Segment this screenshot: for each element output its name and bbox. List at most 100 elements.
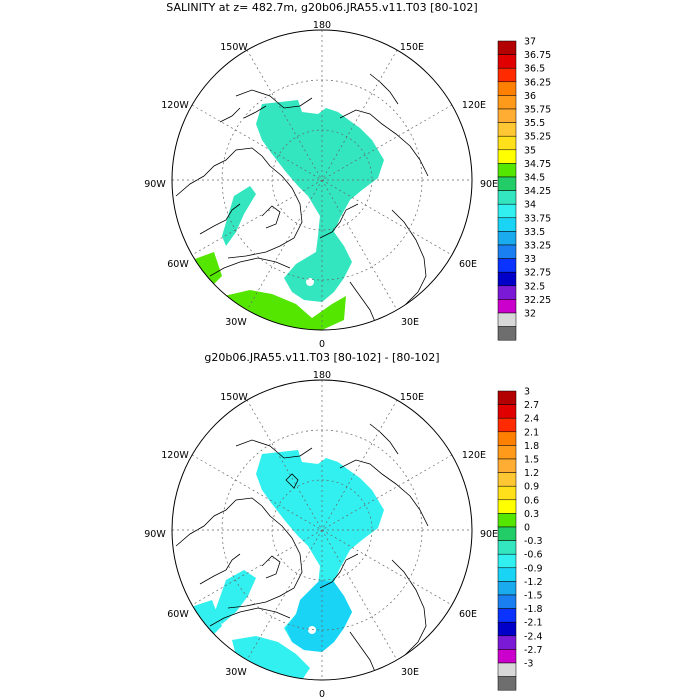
colorbar-label: 32 [524,309,536,320]
colorbar-swatch [497,176,517,191]
colorbar-swatch [497,231,517,246]
colorbar-label: 32.5 [524,281,545,292]
baffin-fill [214,570,256,624]
colorbar-label: 1.5 [524,455,539,466]
colorbar-swatch [497,135,517,151]
colorbar-label: -1.8 [524,604,543,615]
graticule [172,30,472,330]
graticule [172,380,472,680]
colorbar-label: 36.5 [524,64,545,75]
colorbar-swatch [497,458,517,473]
colorbar-swatch [497,95,517,110]
map-area [172,380,472,680]
colorbar-label: 37 [524,37,536,48]
coastlines [175,423,429,675]
lon-label: 180 [313,20,331,31]
colorbar-swatch [497,244,517,259]
map-boundary [171,29,473,331]
arctic-ocean-fill [256,100,384,302]
colorbar-label: 35.5 [524,118,545,129]
lon-label: 150E [400,42,424,53]
lon-label: 150W [220,42,248,53]
lon-label: 90W [144,529,166,540]
lon-label: 120E [462,100,486,111]
lon-labels: 180 150E 120E 90E 60E 30E 0 30W 60W 90W … [144,20,498,350]
colorbar-swatch [497,635,517,650]
colorbar-swatch [497,649,517,664]
colorbar-label: 1.2 [524,468,539,479]
colorbar-swatch [497,594,517,609]
colorbar-swatch [497,203,517,219]
colorbar-swatch [497,485,517,501]
colorbar-swatch [497,299,517,314]
lon-label: 120W [161,450,189,461]
colorbar-swatch [497,149,517,164]
colorbar-swatch [497,431,517,446]
colorbar-swatch [497,567,517,582]
colorbar: 37 36.75 36.5 36.25 36 35.75 35.5 35.25 35 34.75 3… [497,37,551,341]
lon-label: 150E [400,392,424,403]
colorbar-swatch [497,404,517,419]
colorbar-swatch [497,417,517,433]
colorbar-label: -0.6 [524,550,543,561]
colorbar-label: -3 [524,659,533,670]
colorbar-swatch [497,312,517,327]
panel-title: g20b06.JRA55.v11.T03 [80-102] - [80-102] [204,351,439,364]
colorbar-swatch [497,163,517,178]
lon-label: 30E [401,667,419,678]
colorbar-label: 36.25 [524,77,551,88]
colorbar-swatch [497,67,517,83]
lon-label: 0 [319,689,325,700]
colorbar-swatch [497,581,517,596]
panel-difference: g20b06.JRA55.v11.T03 [80-102] - [80-102] [144,351,542,700]
colorbar-swatch [497,81,517,96]
colorbar-label: 36 [524,91,536,102]
lon-label: 90W [144,179,166,190]
lon-label: 30E [401,317,419,328]
colorbar-label: -0.3 [524,536,543,547]
colorbar-swatch [497,108,517,123]
colorbar-swatch [497,40,517,55]
lon-label: 0 [319,339,325,350]
colorbar-label: 36.75 [524,50,551,61]
colorbar-label: 33 [524,254,536,265]
colorbar-swatch [497,285,517,300]
colorbar-label: 33.25 [524,241,551,252]
colorbar-label: 32.25 [524,295,551,306]
colorbar-label: -1.2 [524,577,543,588]
colorbar-swatch [497,122,517,137]
lon-label: 30W [225,317,247,328]
colorbar-label: 2.7 [524,400,539,411]
colorbar-swatch [497,621,517,637]
colorbar-label: 32.75 [524,268,551,279]
coastlines [175,73,429,325]
eurasian-basin-fill [286,580,352,652]
colorbar-label: 34.25 [524,186,551,197]
map-area [172,30,472,330]
colorbar-label: 35 [524,145,536,156]
colorbar-swatch [497,217,517,232]
lon-label: 60E [459,609,477,620]
lon-label: 90E [480,529,498,540]
colorbar-swatch [497,54,517,69]
colorbar-label: 3 [524,387,530,398]
island-marker [308,626,316,634]
lon-label: 120W [161,100,189,111]
lon-label: 90E [480,179,498,190]
colorbar-swatch [497,662,517,677]
colorbar-swatch [497,553,517,569]
colorbar-swatch [497,513,517,528]
colorbar-label: 0.6 [524,495,539,506]
colorbar: 3 2.7 2.4 2.1 1.8 1.5 1.2 0.9 0.6 0.3 0 -0.3 -0.6 -0.… [497,387,543,691]
colorbar-label: -0.9 [524,563,543,574]
colorbar-swatch [497,676,517,691]
colorbar-label: 2.4 [524,414,539,425]
colorbar-label: 1.8 [524,441,539,452]
lon-label: 60W [167,609,189,620]
colorbar-label: 33.5 [524,227,545,238]
colorbar-label: 34.75 [524,159,551,170]
colorbar-label: 0 [524,523,530,534]
colorbar-swatch [497,190,517,205]
lon-label: 180 [313,370,331,381]
map-boundary [171,379,473,681]
